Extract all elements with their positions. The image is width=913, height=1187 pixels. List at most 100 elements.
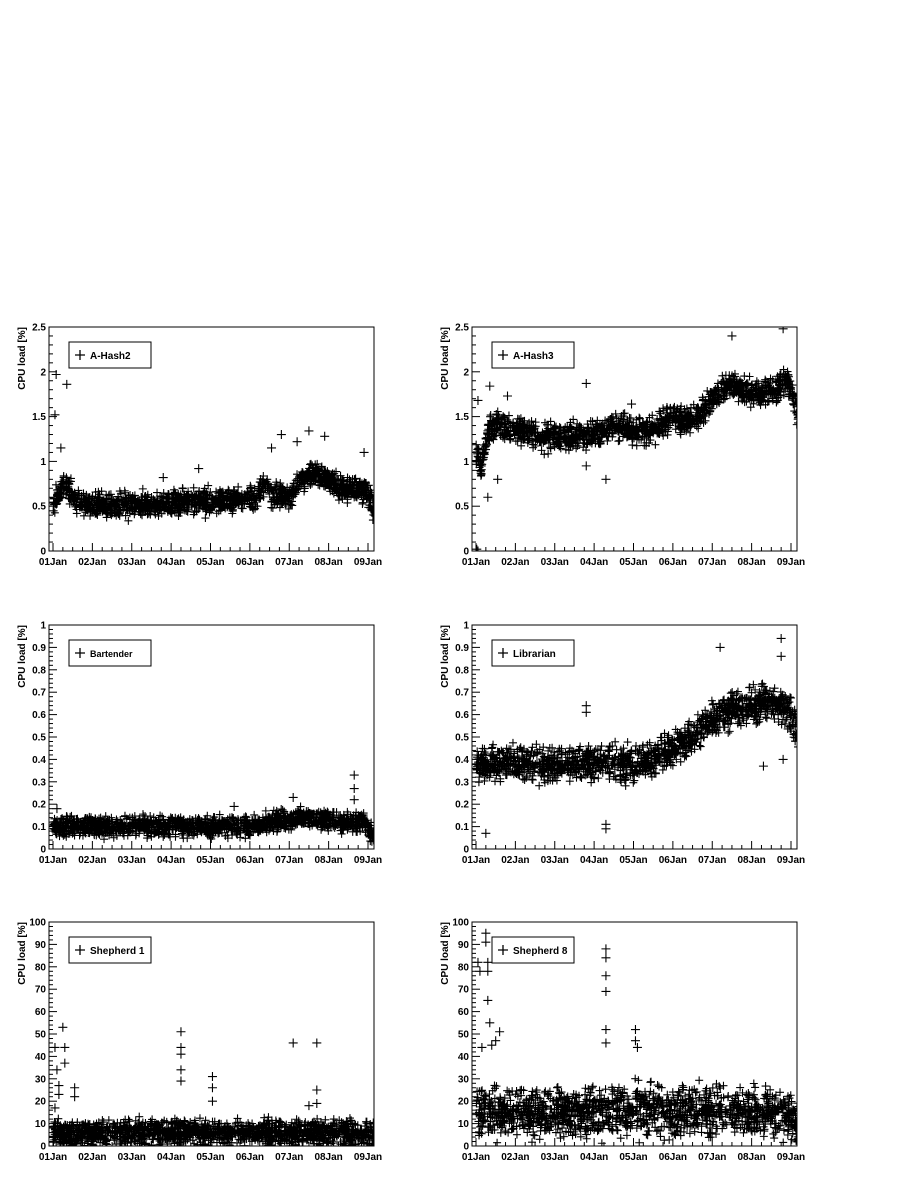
y-tick-label: 0.1	[32, 822, 46, 833]
x-tick-label: 01Jan	[39, 557, 67, 568]
x-tick-label: 01Jan	[462, 557, 490, 568]
x-tick-label: 01Jan	[462, 855, 490, 866]
x-tick-label: 08Jan	[737, 1152, 765, 1163]
y-tick-label: 1.5	[455, 412, 469, 423]
y-tick-label: 20	[458, 1097, 470, 1108]
y-tick-label: 0.9	[32, 643, 46, 654]
x-tick-label: 06Jan	[659, 1152, 687, 1163]
y-tick-label: 40	[458, 1052, 470, 1063]
x-tick-label: 06Jan	[236, 1152, 264, 1163]
data-markers	[472, 928, 797, 1146]
x-tick-label: 08Jan	[737, 557, 765, 568]
y-tick-label: 1	[40, 621, 46, 632]
x-tick-label: 04Jan	[580, 855, 608, 866]
y-tick-label: 0.2	[32, 800, 46, 811]
legend-marker	[75, 945, 85, 955]
chart-panel-2: 0 0.5 1 1.5 2 2.5 01Jan 02Jan 03Jan 04Jan 05Jan 06J…	[440, 323, 805, 569]
x-tick-label: 03Jan	[118, 855, 146, 866]
data-series	[49, 770, 374, 846]
x-tick-label: 07Jan	[275, 557, 303, 568]
x-tick-label: 05Jan	[196, 557, 224, 568]
y-tick-label: 60	[458, 1007, 470, 1018]
y-tick-label: 0	[40, 845, 46, 856]
x-tick-label: 08Jan	[314, 855, 342, 866]
legend-label: Librarian	[513, 649, 556, 660]
y-tick-label: 0.8	[455, 665, 469, 676]
y-axis-label: CPU load [%]	[440, 922, 451, 985]
y-axis-label: CPU load [%]	[17, 327, 28, 390]
data-series	[49, 1022, 374, 1146]
data-markers	[49, 369, 374, 525]
y-tick-label: 10	[458, 1119, 470, 1130]
y-tick-label: 20	[35, 1097, 47, 1108]
y-axis-label: CPU load [%]	[440, 327, 451, 390]
legend-marker	[498, 648, 508, 658]
x-tick-label: 07Jan	[698, 855, 726, 866]
y-tick-label: 1	[463, 457, 469, 468]
x-tick-label: 09Jan	[777, 1152, 805, 1163]
data-markers	[49, 770, 374, 846]
y-tick-label: 0.5	[455, 733, 469, 744]
y-tick-label: 0	[40, 547, 46, 558]
legend-label: A-Hash3	[513, 351, 554, 362]
y-axis-label: CPU load [%]	[440, 625, 451, 688]
chart-panel-6: 0 10 20 30 40 50 60 70 80 90 100 01Jan 02Jan 03Jan 04J…	[440, 918, 805, 1164]
x-tick-label: 07Jan	[698, 557, 726, 568]
x-tick-label: 03Jan	[541, 557, 569, 568]
y-tick-label: 70	[458, 985, 470, 996]
x-tick-label: 07Jan	[275, 855, 303, 866]
x-tick-label: 05Jan	[196, 1152, 224, 1163]
x-tick-label: 09Jan	[777, 855, 805, 866]
legend-label: Bartender	[90, 649, 133, 659]
y-tick-label: 1	[40, 457, 46, 468]
x-tick-label: 02Jan	[501, 855, 529, 866]
x-tick-label: 08Jan	[314, 557, 342, 568]
data-series	[49, 369, 374, 525]
x-tick-label: 05Jan	[619, 557, 647, 568]
y-tick-label: 30	[458, 1074, 470, 1085]
x-tick-label: 04Jan	[157, 855, 185, 866]
y-tick-label: 100	[29, 918, 46, 929]
x-tick-label: 04Jan	[157, 557, 185, 568]
legend-marker	[498, 945, 508, 955]
data-series	[472, 633, 797, 838]
chart-panel-1: 0 0.5 1 1.5 2 2.5 01Jan 02Jan 03Jan 04Jan 05Jan 06J…	[17, 323, 382, 569]
y-tick-label: 80	[35, 962, 47, 973]
x-tick-label: 08Jan	[314, 1152, 342, 1163]
y-tick-label: 0.3	[455, 777, 469, 788]
y-tick-label: 0	[463, 845, 469, 856]
chart-panel-5: 0 10 20 30 40 50 60 70 80 90 100 01Jan 02Jan 03Jan 04J…	[17, 918, 382, 1164]
y-tick-label: 0.9	[455, 643, 469, 654]
y-tick-label: 100	[452, 918, 469, 929]
y-tick-label: 0.8	[32, 665, 46, 676]
x-tick-label: 01Jan	[39, 855, 67, 866]
y-tick-label: 90	[458, 940, 470, 951]
y-tick-label: 0.6	[455, 710, 469, 721]
legend-marker	[75, 350, 85, 360]
x-tick-label: 09Jan	[777, 557, 805, 568]
x-tick-label: 02Jan	[78, 557, 106, 568]
y-axis-label: CPU load [%]	[17, 625, 28, 688]
data-series	[472, 327, 797, 551]
plot-frame	[48, 326, 375, 552]
x-tick-label: 01Jan	[39, 1152, 67, 1163]
legend-marker	[498, 350, 508, 360]
x-tick-label: 09Jan	[354, 1152, 382, 1163]
y-tick-label: 0.4	[455, 755, 469, 766]
y-tick-label: 0.1	[455, 822, 469, 833]
y-tick-label: 0	[40, 1142, 46, 1153]
x-tick-label: 03Jan	[118, 557, 146, 568]
x-tick-label: 05Jan	[619, 855, 647, 866]
y-tick-label: 30	[35, 1074, 47, 1085]
y-tick-label: 2	[40, 367, 46, 378]
x-tick-label: 06Jan	[659, 855, 687, 866]
x-tick-label: 02Jan	[78, 855, 106, 866]
y-tick-label: 0	[463, 547, 469, 558]
y-tick-label: 0.2	[455, 800, 469, 811]
x-tick-label: 03Jan	[118, 1152, 146, 1163]
y-tick-label: 2	[463, 367, 469, 378]
y-tick-label: 1	[463, 621, 469, 632]
y-tick-label: 0.7	[455, 688, 469, 699]
y-tick-label: 2.5	[455, 323, 469, 334]
